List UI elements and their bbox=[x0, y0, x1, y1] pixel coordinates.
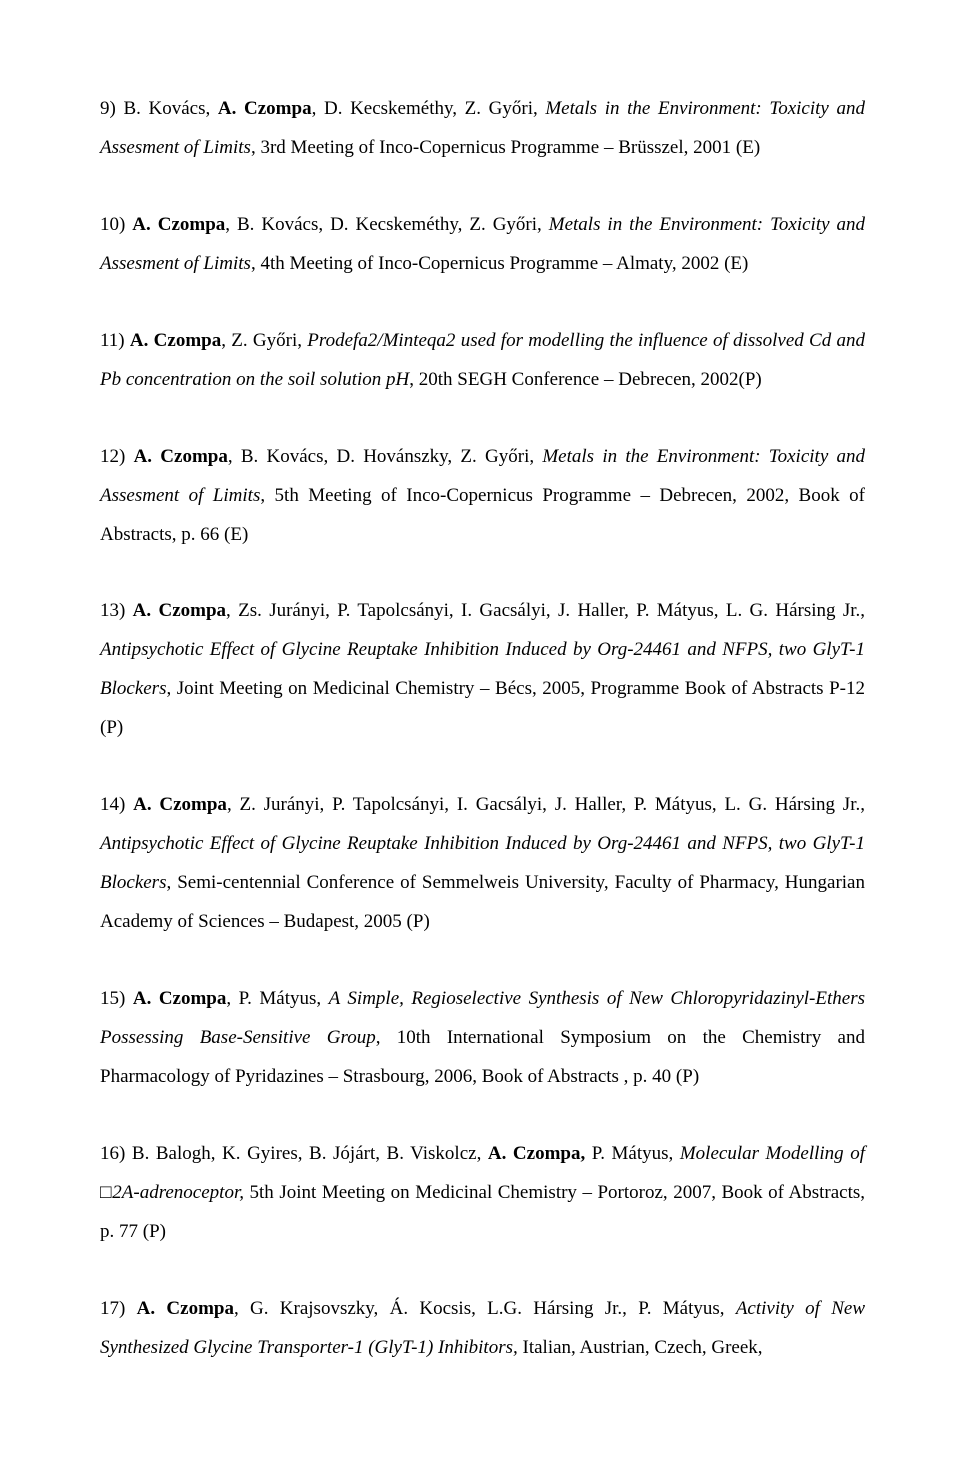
publication-details: , 4th Meeting of Inco-Copernicus Program… bbox=[251, 253, 748, 274]
entry-number: 11) bbox=[100, 330, 130, 351]
entry-number: 12) bbox=[100, 446, 134, 467]
authors-suffix: , Z. Győri, bbox=[221, 330, 307, 351]
authors-suffix: , D. Kecskeméthy, Z. Győri, bbox=[312, 98, 546, 119]
authors-suffix: , P. Mátyus, bbox=[226, 988, 328, 1009]
publication-details: , Joint Meeting on Medicinal Chemistry –… bbox=[100, 678, 865, 738]
authors-suffix: , B. Kovács, D. Kecskeméthy, Z. Győri, bbox=[225, 214, 548, 235]
authors-suffix: P. Mátyus, bbox=[585, 1143, 680, 1164]
authors-prefix: B. Balogh, K. Gyires, B. Jójárt, B. Visk… bbox=[132, 1143, 488, 1164]
publication-details: , 20th SEGH Conference – Debrecen, 2002(… bbox=[409, 369, 761, 390]
highlighted-author: A. Czompa bbox=[133, 794, 227, 815]
authors-suffix: , Z. Jurányi, P. Tapolcsányi, I. Gacsály… bbox=[227, 794, 865, 815]
entry-number: 16) bbox=[100, 1143, 132, 1164]
highlighted-author: A. Czompa bbox=[133, 600, 226, 621]
highlighted-author: A. Czompa, bbox=[488, 1143, 585, 1164]
authors-suffix: , B. Kovács, D. Hovánszky, Z. Győri, bbox=[228, 446, 543, 467]
highlighted-author: A. Czompa bbox=[133, 988, 227, 1009]
authors-suffix: , G. Krajsovszky, Á. Kocsis, L.G. Hársin… bbox=[234, 1298, 736, 1319]
entry-number: 15) bbox=[100, 988, 133, 1009]
highlighted-author: A. Czompa bbox=[134, 446, 228, 467]
reference-entry-15: 15) A. Czompa, P. Mátyus, A Simple, Regi… bbox=[100, 980, 865, 1097]
highlighted-author: A. Czompa bbox=[130, 330, 221, 351]
authors-prefix: B. Kovács, bbox=[123, 98, 217, 119]
reference-entry-14: 14) A. Czompa, Z. Jurányi, P. Tapolcsány… bbox=[100, 786, 865, 942]
entry-number: 14) bbox=[100, 794, 133, 815]
reference-entry-12: 12) A. Czompa, B. Kovács, D. Hovánszky, … bbox=[100, 438, 865, 555]
reference-entry-16: 16) B. Balogh, K. Gyires, B. Jójárt, B. … bbox=[100, 1135, 865, 1252]
reference-entry-9: 9) B. Kovács, A. Czompa, D. Kecskeméthy,… bbox=[100, 90, 865, 168]
highlighted-author: A. Czompa bbox=[218, 98, 312, 119]
entry-number: 10) bbox=[100, 214, 132, 235]
publication-details: Italian, Austrian, Czech, Greek, bbox=[523, 1337, 763, 1358]
highlighted-author: A. Czompa bbox=[132, 214, 225, 235]
highlighted-author: A. Czompa bbox=[137, 1298, 234, 1319]
entry-number: 13) bbox=[100, 600, 133, 621]
reference-entry-17: 17) A. Czompa, G. Krajsovszky, Á. Kocsis… bbox=[100, 1290, 865, 1368]
reference-entry-11: 11) A. Czompa, Z. Győri, Prodefa2/Minteq… bbox=[100, 322, 865, 400]
reference-entry-10: 10) A. Czompa, B. Kovács, D. Kecskeméthy… bbox=[100, 206, 865, 284]
publication-details: , 3rd Meeting of Inco-Copernicus Program… bbox=[251, 137, 760, 158]
publication-details: , Semi-centennial Conference of Semmelwe… bbox=[100, 872, 865, 932]
authors-suffix: , Zs. Jurányi, P. Tapolcsányi, I. Gacsál… bbox=[226, 600, 865, 621]
entry-number: 17) bbox=[100, 1298, 137, 1319]
entry-number: 9) bbox=[100, 98, 123, 119]
reference-entry-13: 13) A. Czompa, Zs. Jurányi, P. Tapolcsán… bbox=[100, 592, 865, 748]
